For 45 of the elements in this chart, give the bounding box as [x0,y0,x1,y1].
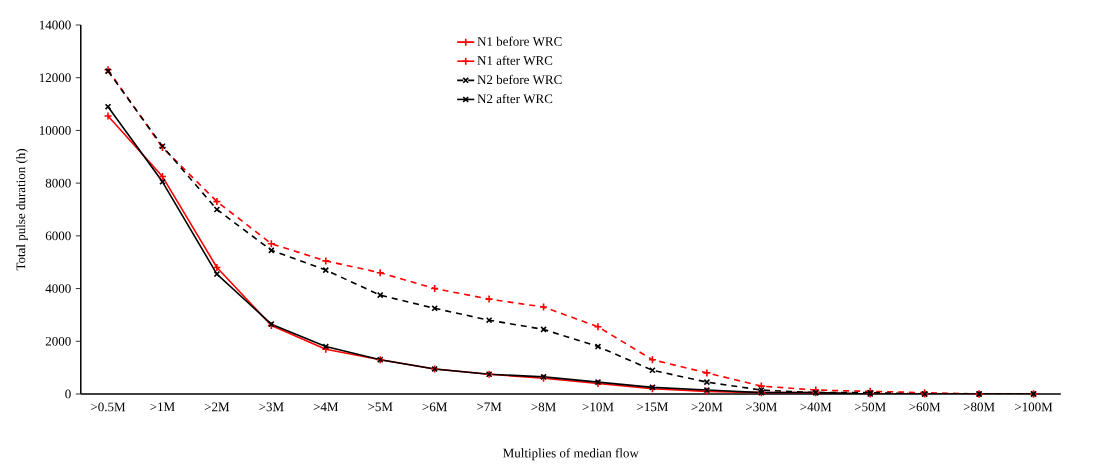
legend-label: N1 after WRC [477,55,553,66]
y-tick-label: 14000 [39,20,71,30]
y-tick-label: 6000 [45,231,71,241]
point [485,316,493,324]
point [375,268,385,278]
y-tick-label: 12000 [39,73,71,83]
x-tick-label: >4M [313,402,339,412]
point [268,247,275,254]
x-tick-label: >7M [477,402,502,412]
y-tick-label: 2000 [45,336,71,346]
x-tick-label: >15M [637,402,669,412]
point [593,322,603,332]
x-tick-label: >100M [1015,402,1053,412]
y-tick-label: 8000 [45,178,71,188]
x-tick-label: >8M [531,402,556,412]
x-axis-title: Multiplies of median flow [503,448,639,461]
x-tick-label: >80M [963,402,995,412]
point [376,291,384,299]
x-tick-label: >3M [259,402,284,412]
x-tick-label: >10M [582,402,614,412]
point [213,270,221,278]
y-tick-label: 0 [65,389,71,399]
x-tick-label: >50M [854,402,886,412]
legend-label: N2 before WRC [477,74,562,85]
x-tick-label: >40M [800,402,832,412]
point [322,266,330,274]
x-tick-label: >30M [746,402,777,412]
x-tick-label: >2M [204,402,230,412]
point [321,256,331,266]
x-tick-label: >6M [422,402,447,412]
point [702,368,712,378]
x-tick-label: >60M [909,402,941,412]
x-tick-label: >0.5M [91,402,126,412]
y-tick-label: 4000 [45,284,71,293]
point [703,378,711,386]
x-tick-label: >1M [150,402,175,412]
legend-label: N2 after WRC [477,93,553,104]
point [540,326,547,333]
point [431,305,438,312]
point [484,294,494,304]
legend-label: N1 before WRC [477,36,562,46]
y-tick-label: 10000 [39,126,71,135]
y-axis-title: Total pulse duration (h) [16,148,28,271]
x-tick-label: >20M [691,402,723,412]
x-tick-label: >5M [368,402,393,412]
